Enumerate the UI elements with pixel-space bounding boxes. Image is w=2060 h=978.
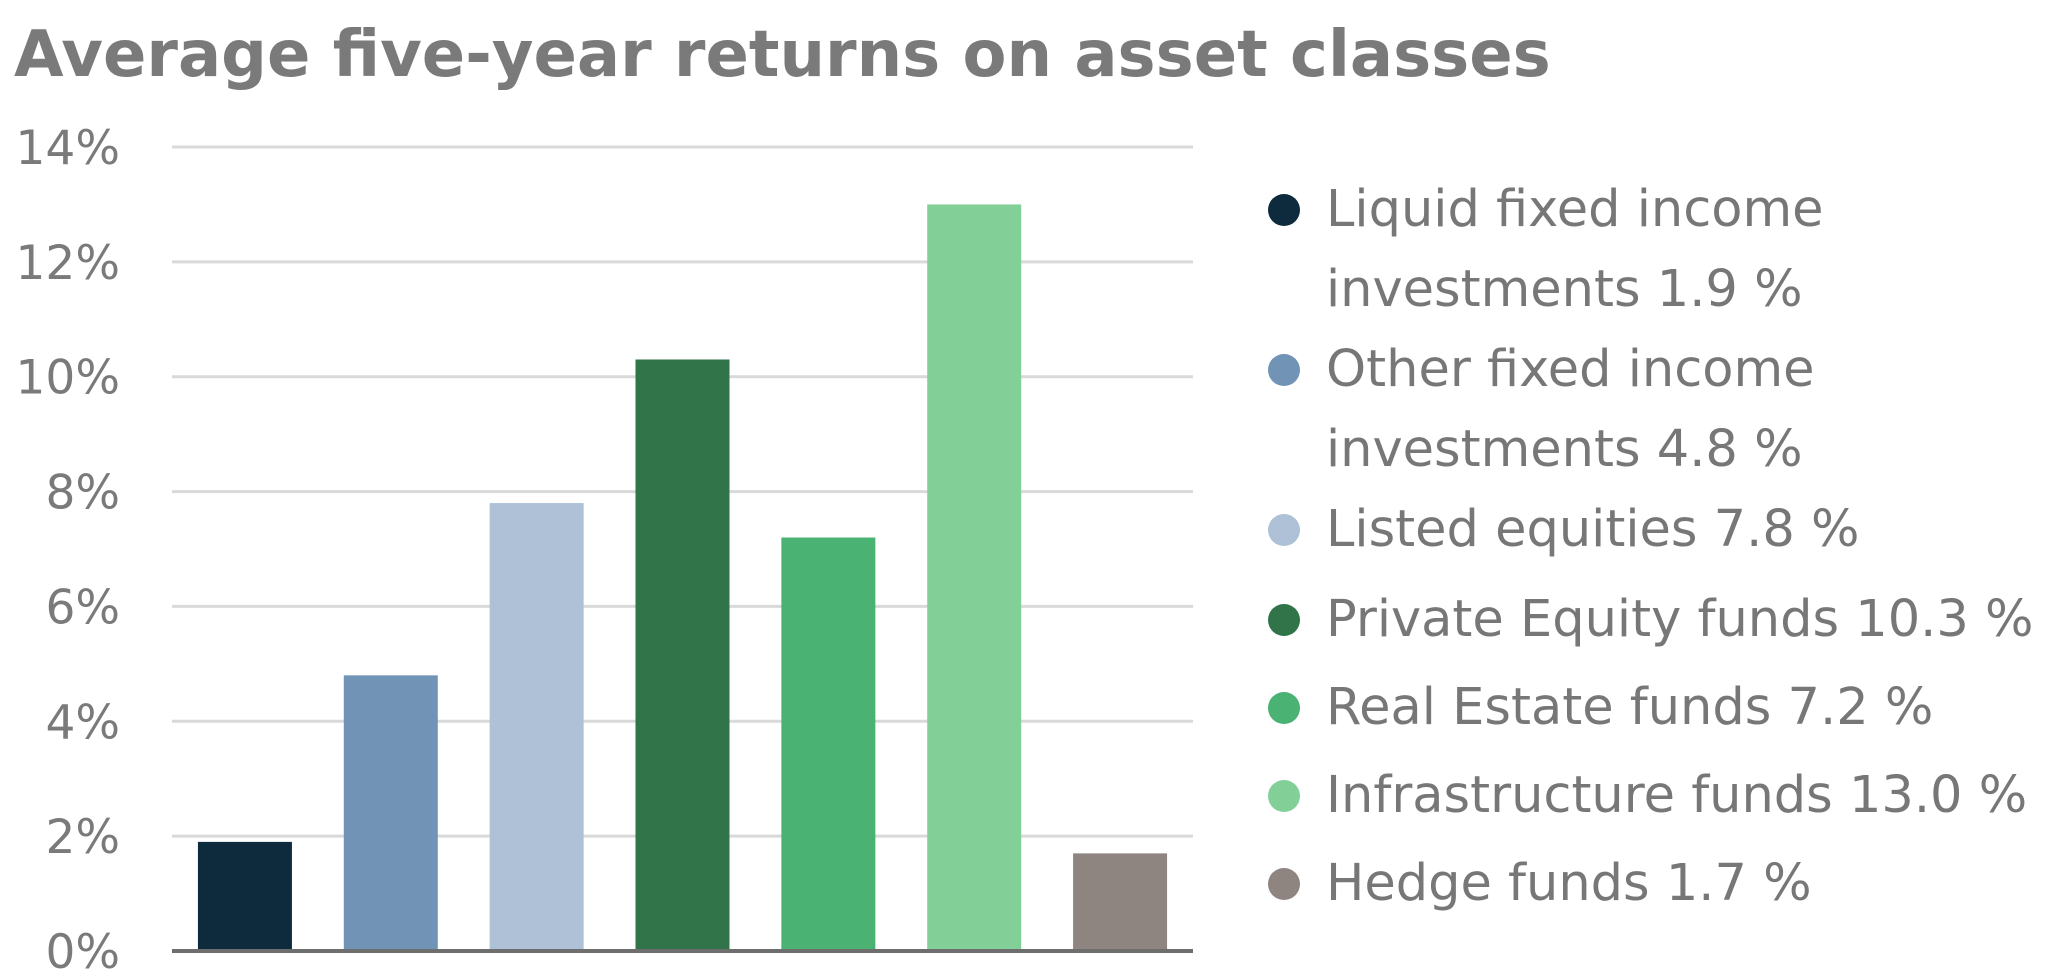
bar bbox=[781, 537, 876, 951]
legend-swatch bbox=[1268, 354, 1300, 386]
y-tick-label: 8% bbox=[45, 466, 120, 521]
y-tick-label: 0% bbox=[45, 925, 120, 978]
legend-swatch bbox=[1268, 692, 1300, 724]
y-tick-label: 4% bbox=[45, 695, 120, 750]
legend-label: Real Estate funds 7.2 % bbox=[1326, 678, 1934, 737]
y-tick-label: 14% bbox=[16, 121, 120, 176]
legend-label: Infrastructure funds 13.0 % bbox=[1326, 766, 2028, 825]
legend-swatch bbox=[1268, 194, 1300, 226]
legend-swatch bbox=[1268, 604, 1300, 636]
y-tick-label: 2% bbox=[45, 810, 120, 865]
legend-swatch bbox=[1268, 780, 1300, 812]
y-tick-label: 6% bbox=[45, 580, 120, 635]
bar bbox=[197, 841, 292, 951]
bars bbox=[197, 204, 1168, 951]
y-tick-label: 10% bbox=[16, 351, 120, 406]
legend-swatch bbox=[1268, 514, 1300, 546]
legend-label: Listed equities 7.8 % bbox=[1326, 500, 1860, 559]
bar bbox=[635, 359, 730, 951]
legend-label: Hedge funds 1.7 % bbox=[1326, 854, 1812, 913]
legend-label: Private Equity funds 10.3 % bbox=[1326, 590, 2034, 649]
chart-title: Average five-year returns on asset class… bbox=[14, 18, 1551, 92]
bar bbox=[927, 204, 1022, 951]
legend-label: Other fixed income investments 4.8 % bbox=[1326, 340, 1815, 479]
bar bbox=[489, 503, 584, 951]
y-tick-label: 12% bbox=[16, 236, 120, 291]
bar bbox=[1073, 853, 1168, 951]
bar bbox=[343, 675, 438, 951]
legend-swatch bbox=[1268, 868, 1300, 900]
legend-label: Liquid fixed income investments 1.9 % bbox=[1326, 180, 1824, 319]
y-axis-tick-labels: 0% 2% 4% 6% 8% 10% 12% 14% bbox=[16, 121, 120, 978]
